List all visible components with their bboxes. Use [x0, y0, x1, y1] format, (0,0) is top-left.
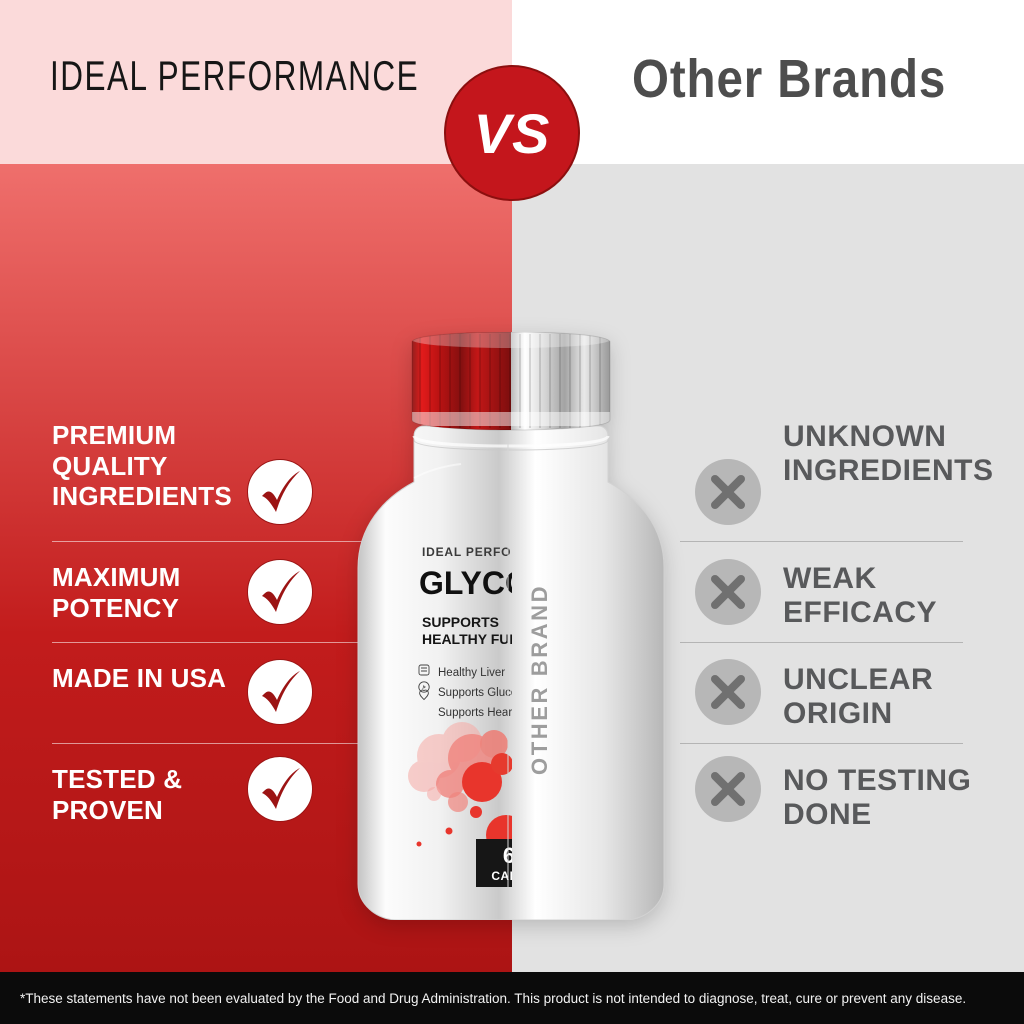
- svg-text:OTHER BRAND: OTHER BRAND: [527, 584, 552, 775]
